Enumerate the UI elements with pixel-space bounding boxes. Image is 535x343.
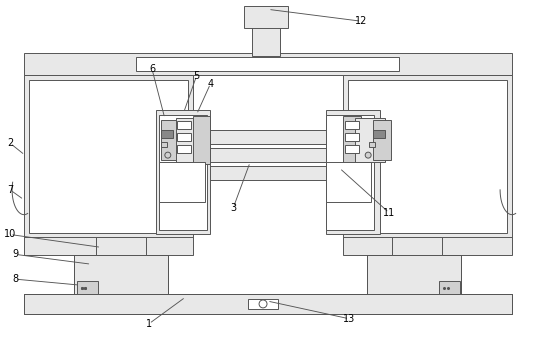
Bar (369, 142, 375, 147)
Bar (244, 7, 288, 28)
Bar (194, 130, 341, 144)
Bar (24, 53, 512, 75)
Bar (252, 26, 280, 56)
Bar (325, 116, 374, 229)
Bar (193, 117, 210, 164)
Bar (177, 145, 190, 153)
Bar (194, 166, 341, 180)
Bar (156, 110, 210, 235)
Bar (373, 130, 385, 138)
Bar (343, 117, 361, 164)
Text: 5: 5 (194, 71, 200, 81)
Bar (24, 294, 512, 314)
Bar (346, 133, 359, 141)
Bar (24, 237, 193, 255)
Bar (161, 142, 167, 147)
Bar (346, 145, 359, 153)
Text: 6: 6 (149, 64, 155, 74)
Bar (77, 281, 98, 294)
Bar (248, 299, 278, 309)
Bar (325, 162, 371, 202)
Bar (176, 118, 205, 162)
Bar (194, 148, 341, 162)
Bar (24, 75, 193, 238)
Circle shape (165, 152, 171, 158)
Text: 10: 10 (4, 229, 16, 239)
Bar (177, 133, 190, 141)
Text: 2: 2 (7, 138, 13, 148)
Bar (159, 116, 208, 229)
Bar (343, 75, 512, 238)
Text: 11: 11 (383, 208, 395, 218)
Bar (392, 237, 441, 255)
Text: 3: 3 (230, 203, 236, 213)
Bar (96, 237, 146, 255)
Bar (74, 255, 168, 294)
Bar (177, 121, 190, 129)
Bar (161, 130, 173, 138)
Bar (29, 80, 188, 234)
Text: 9: 9 (12, 249, 18, 259)
Bar (343, 237, 512, 255)
Bar (355, 118, 385, 162)
Text: 1: 1 (146, 319, 152, 329)
Bar (159, 162, 204, 202)
Bar (348, 80, 507, 234)
Bar (346, 121, 359, 129)
Bar (367, 255, 461, 294)
Bar (367, 255, 461, 294)
Text: 8: 8 (12, 274, 18, 284)
Text: 7: 7 (7, 185, 13, 195)
Bar (325, 110, 380, 235)
Text: 4: 4 (208, 79, 213, 89)
Bar (373, 120, 391, 160)
Bar (24, 294, 512, 314)
Bar (74, 255, 168, 294)
Bar (161, 120, 179, 160)
Text: 13: 13 (343, 314, 355, 324)
Text: 12: 12 (355, 16, 368, 26)
Bar (136, 57, 399, 71)
Circle shape (259, 300, 267, 308)
Circle shape (365, 152, 371, 158)
Bar (439, 281, 461, 294)
